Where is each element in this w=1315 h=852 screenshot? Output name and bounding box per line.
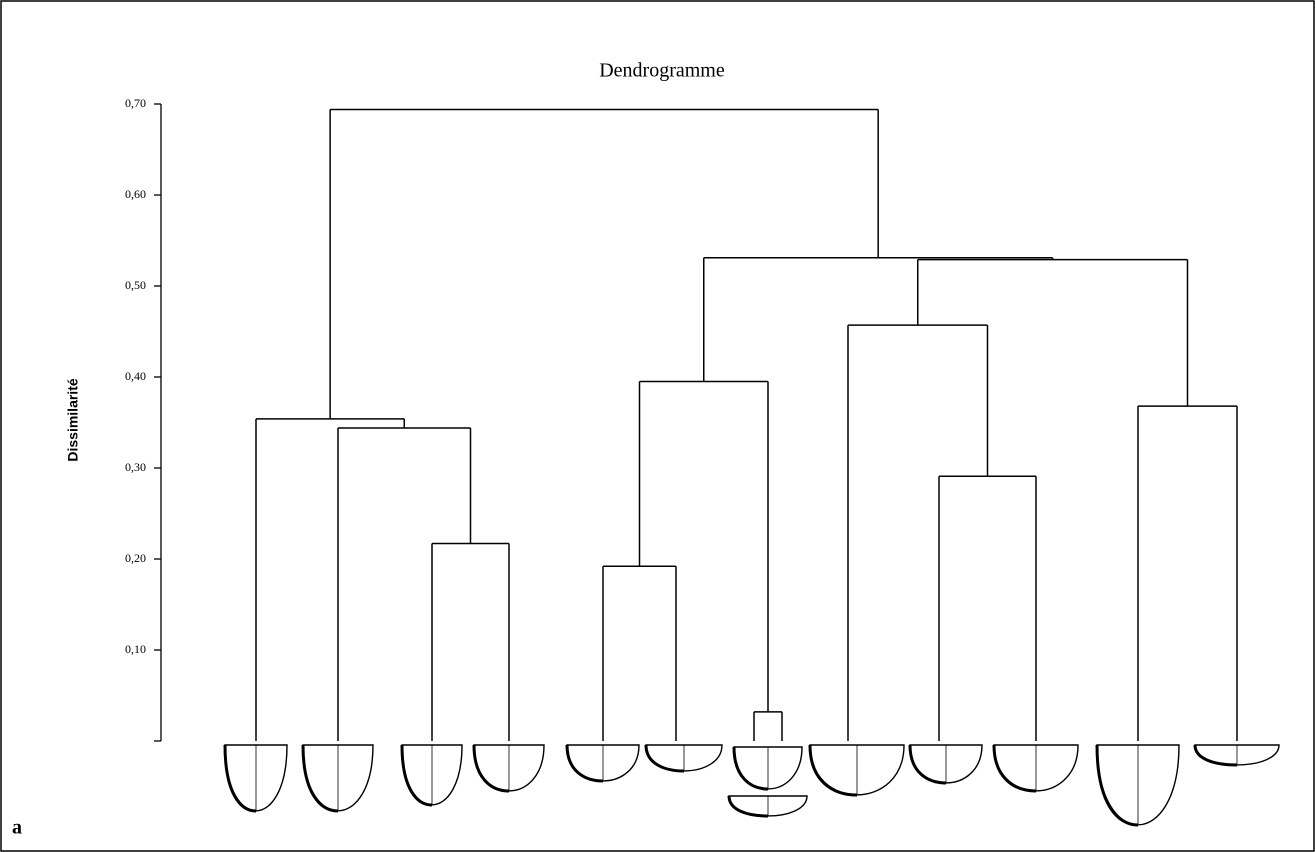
y-tick-label: 0,30	[125, 460, 146, 474]
panel-label: a	[12, 817, 22, 839]
vessel-section	[301, 744, 339, 813]
vessel-section	[992, 744, 1037, 793]
chart-title: Dendrogramme	[599, 60, 725, 82]
y-tick-label: 0,20	[125, 551, 146, 565]
y-tick-label: 0,40	[125, 369, 146, 383]
vessel-section	[644, 744, 685, 773]
y-tick-label: 0,10	[125, 642, 146, 656]
vessel-section	[565, 744, 604, 783]
vessel-section	[1193, 744, 1238, 767]
y-tick-label: 0,70	[125, 96, 146, 110]
vessel-section	[908, 744, 947, 785]
vessel-section	[727, 795, 769, 818]
vessel-section	[1095, 744, 1139, 827]
y-tick-label: 0,60	[125, 187, 146, 201]
vessel-section	[808, 744, 858, 797]
vessel-section	[472, 744, 510, 793]
y-tick-label: 0,50	[125, 278, 146, 292]
vessel-section	[732, 746, 769, 791]
vessel-section	[223, 744, 257, 813]
vessel-section	[400, 744, 433, 807]
y-axis-label: Dissimilarité	[65, 378, 81, 461]
